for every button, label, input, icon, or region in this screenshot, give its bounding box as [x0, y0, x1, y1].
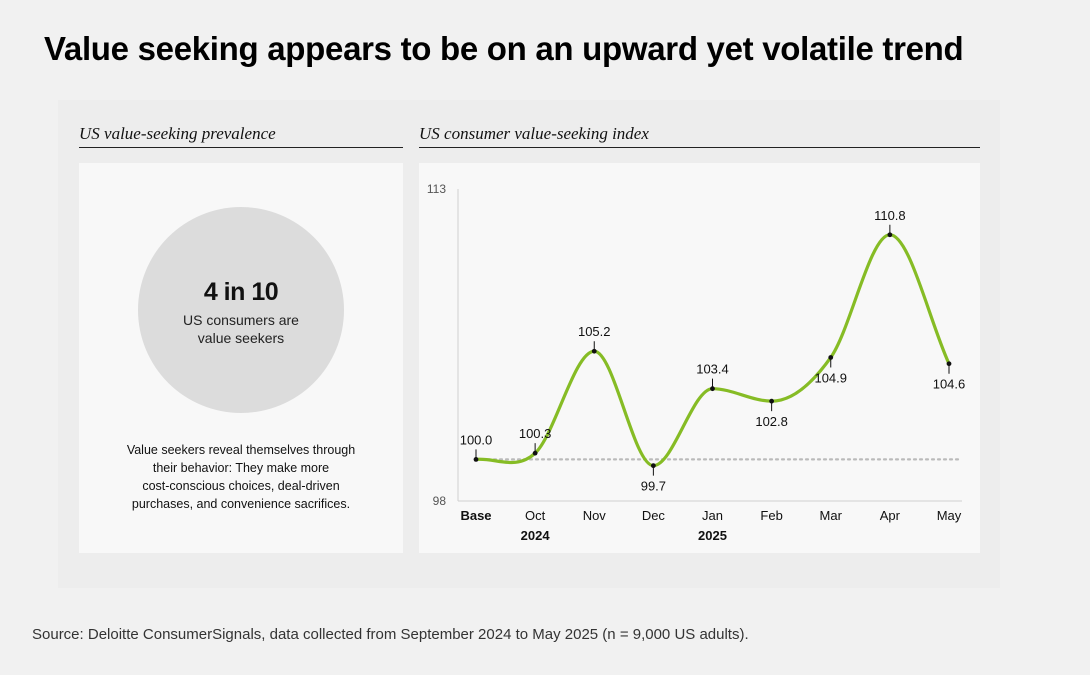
x-tick-label: Apr	[880, 508, 901, 523]
data-point	[946, 361, 952, 367]
y-tick-label: 113	[427, 182, 446, 196]
data-label: 105.2	[578, 324, 611, 339]
data-point	[532, 450, 538, 456]
data-label: 100.0	[460, 432, 493, 447]
page-title: Value seeking appears to be on an upward…	[44, 30, 964, 67]
left-panel-heading: US value-seeking prevalence	[79, 124, 276, 143]
description-line: their behavior: They make more	[152, 461, 330, 475]
data-label: 102.8	[755, 414, 788, 429]
data-label: 104.9	[814, 370, 847, 385]
stat-caption: US consumers are value seekers	[138, 311, 344, 347]
y-tick-label: 98	[433, 494, 447, 508]
description-line: purchases, and convenience sacrifices.	[131, 497, 351, 511]
data-point	[769, 398, 775, 404]
x-tick-label: May	[937, 508, 962, 523]
year-label: 2025	[698, 528, 727, 543]
stat-circle	[138, 207, 344, 413]
data-point	[887, 232, 893, 238]
x-tick-label: Mar	[820, 508, 843, 523]
data-point	[710, 386, 715, 392]
data-label: 103.4	[696, 362, 729, 377]
left-panel-rule	[79, 147, 403, 148]
x-tick-label: Base	[460, 508, 491, 523]
x-tick-label: Nov	[583, 508, 607, 523]
description-line: cost-conscious choices, deal-driven	[142, 479, 340, 493]
data-point	[650, 463, 656, 469]
description-line: Value seekers reveal themselves through	[126, 443, 356, 457]
x-tick-label: Feb	[760, 508, 782, 523]
data-label: 104.6	[933, 377, 966, 392]
data-point	[473, 457, 479, 462]
x-tick-label: Dec	[642, 508, 666, 523]
chart-heading-rule	[419, 147, 980, 148]
chart-heading: US consumer value-seeking index	[419, 124, 649, 143]
data-point	[591, 348, 597, 354]
prevalence-description: Value seekers reveal themselves through …	[100, 441, 382, 513]
chart-card	[419, 163, 980, 553]
year-label: 2024	[521, 528, 551, 543]
data-label: 110.8	[874, 208, 906, 223]
source-note: Source: Deloitte ConsumerSignals, data c…	[32, 626, 749, 643]
stat-value: 4 in 10	[203, 278, 279, 306]
stat-caption-line: US consumers are	[183, 312, 299, 328]
data-label: 100.3	[519, 426, 552, 441]
x-tick-label: Jan	[702, 508, 723, 523]
stat-caption-line: value seekers	[197, 330, 285, 346]
data-point	[828, 355, 834, 360]
x-tick-label: Oct	[525, 508, 546, 523]
data-label: 99.7	[641, 479, 666, 494]
